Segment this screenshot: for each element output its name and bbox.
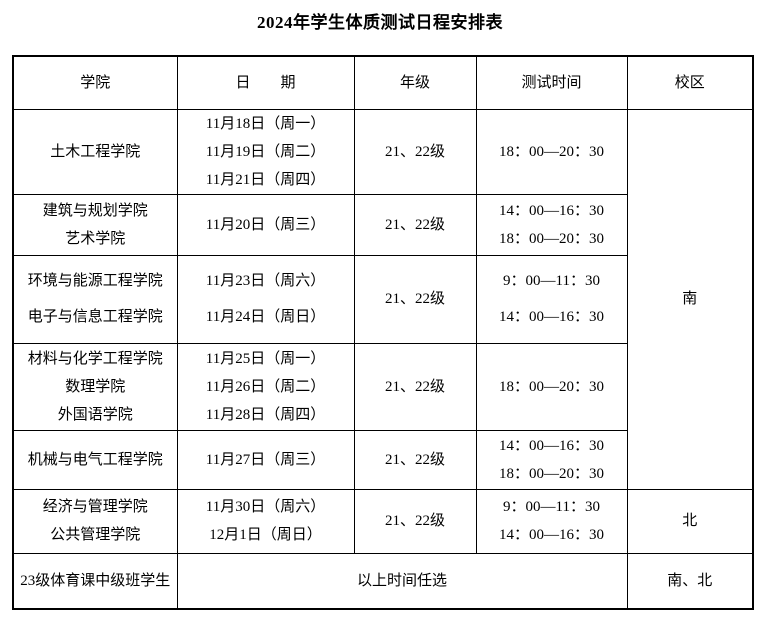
college-name: 建筑与规划学院 <box>42 202 148 219</box>
header-campus: 校区 <box>626 55 754 110</box>
cell-times: 18：00—20：30 <box>475 108 628 195</box>
cell-grade: 21、22级 <box>353 254 477 344</box>
college-name: 数理学院 <box>65 378 126 395</box>
college-name: 土木工程学院 <box>50 143 141 160</box>
cell-dates: 11月20日（周三） <box>176 193 355 256</box>
page-title: 2024年学生体质测试日程安排表 <box>257 13 503 32</box>
college-name: 电子与信息工程学院 <box>27 309 163 325</box>
cell-dates: 11月30日（周六） 12月1日（周日） <box>176 488 355 554</box>
cell-campus-both: 南、北 <box>626 552 754 610</box>
cell-college: 材料与化学工程学院 数理学院 外国语学院 <box>12 342 178 431</box>
schedule-table: 学院 日 期 年级 测试时间 校区 土木工程学院 11月18日（周一） 11月1… <box>12 55 754 610</box>
date-line: 11月23日（周六） <box>205 273 326 289</box>
college-name: 环境与能源工程学院 <box>27 273 163 289</box>
cell-grade: 21、22级 <box>353 429 477 490</box>
college-name: 艺术学院 <box>65 230 126 247</box>
time-line: 14：00—16：30 <box>498 527 604 543</box>
cell-times: 9：00—11：30 14：00—16：30 <box>475 254 628 344</box>
time-line: 18：00—20：30 <box>498 143 604 160</box>
cell-college: 经济与管理学院 公共管理学院 <box>12 488 178 554</box>
cell-college: 机械与电气工程学院 <box>12 429 178 490</box>
date-line: 11月24日（周日） <box>205 309 326 325</box>
header-date: 日 期 <box>176 55 355 110</box>
table-row: 土木工程学院 11月18日（周一） 11月19日（周二） 11月21日（周四） … <box>12 108 754 490</box>
table-row: 材料与化学工程学院 数理学院 外国语学院 11月25日（周一） 11月26日（周… <box>12 342 753 431</box>
cell-times: 14：00—16：30 18：00—20：30 <box>475 429 628 490</box>
time-line: 14：00—16：30 <box>498 437 604 454</box>
date-line: 11月26日（周二） <box>205 378 326 395</box>
table-row: 机械与电气工程学院 11月27日（周三） 21、22级 14：00—16：30 … <box>12 429 753 490</box>
cell-times: 18：00—20：30 <box>475 342 628 431</box>
header-row: 学院 日 期 年级 测试时间 校区 <box>12 55 754 110</box>
college-name: 外国语学院 <box>57 406 133 423</box>
cell-note: 以上时间任选 <box>176 552 628 610</box>
table-row: 环境与能源工程学院 电子与信息工程学院 11月23日（周六） 11月24日（周日… <box>12 254 753 344</box>
cell-campus-south: 南 <box>626 108 754 490</box>
table-row: 23级体育课中级班学生 以上时间任选 南、北 <box>12 552 754 610</box>
time-line: 9：00—11：30 <box>503 273 600 289</box>
cell-college: 土木工程学院 <box>12 108 178 195</box>
date-line: 11月25日（周一） <box>205 350 326 367</box>
header-grade: 年级 <box>353 55 477 110</box>
college-name: 机械与电气工程学院 <box>27 451 163 468</box>
time-line: 18：00—20：30 <box>498 230 604 247</box>
cell-grade: 21、22级 <box>353 193 477 256</box>
cell-dates: 11月23日（周六） 11月24日（周日） <box>176 254 355 344</box>
date-line: 11月19日（周二） <box>205 143 326 160</box>
date-line: 11月21日（周四） <box>205 171 326 188</box>
cell-grade: 21、22级 <box>353 108 477 195</box>
time-line: 18：00—20：30 <box>498 378 604 395</box>
college-name: 公共管理学院 <box>50 527 141 543</box>
time-line: 9：00—11：30 <box>503 499 600 515</box>
table-row: 经济与管理学院 公共管理学院 11月30日（周六） 12月1日（周日） 21、2… <box>12 488 754 554</box>
cell-grade: 21、22级 <box>353 342 477 431</box>
date-line: 12月1日（周日） <box>209 527 322 543</box>
date-line: 11月27日（周三） <box>205 451 326 468</box>
cell-dates: 11月27日（周三） <box>176 429 355 490</box>
cell-times: 9：00—11：30 14：00—16：30 <box>475 488 628 554</box>
cell-dates: 11月18日（周一） 11月19日（周二） 11月21日（周四） <box>176 108 355 195</box>
date-line: 11月28日（周四） <box>205 406 326 423</box>
cell-times: 14：00—16：30 18：00—20：30 <box>475 193 628 256</box>
date-line: 11月18日（周一） <box>205 115 326 132</box>
date-line: 11月20日（周三） <box>205 216 326 233</box>
header-college: 学院 <box>12 55 178 110</box>
cell-dates: 11月25日（周一） 11月26日（周二） 11月28日（周四） <box>176 342 355 431</box>
cell-campus-north: 北 <box>626 488 754 554</box>
time-line: 18：00—20：30 <box>498 465 604 482</box>
table-row: 建筑与规划学院 艺术学院 11月20日（周三） 21、22级 14：00—16：… <box>12 193 753 256</box>
college-name: 材料与化学工程学院 <box>27 350 163 367</box>
header-time: 测试时间 <box>475 55 628 110</box>
time-line: 14：00—16：30 <box>498 309 604 325</box>
cell-college: 23级体育课中级班学生 <box>12 552 178 610</box>
cell-college: 环境与能源工程学院 电子与信息工程学院 <box>12 254 178 344</box>
cell-college: 建筑与规划学院 艺术学院 <box>12 193 178 256</box>
time-line: 14：00—16：30 <box>498 202 604 219</box>
date-line: 11月30日（周六） <box>205 499 326 515</box>
cell-grade: 21、22级 <box>353 488 477 554</box>
college-name: 经济与管理学院 <box>42 499 148 515</box>
